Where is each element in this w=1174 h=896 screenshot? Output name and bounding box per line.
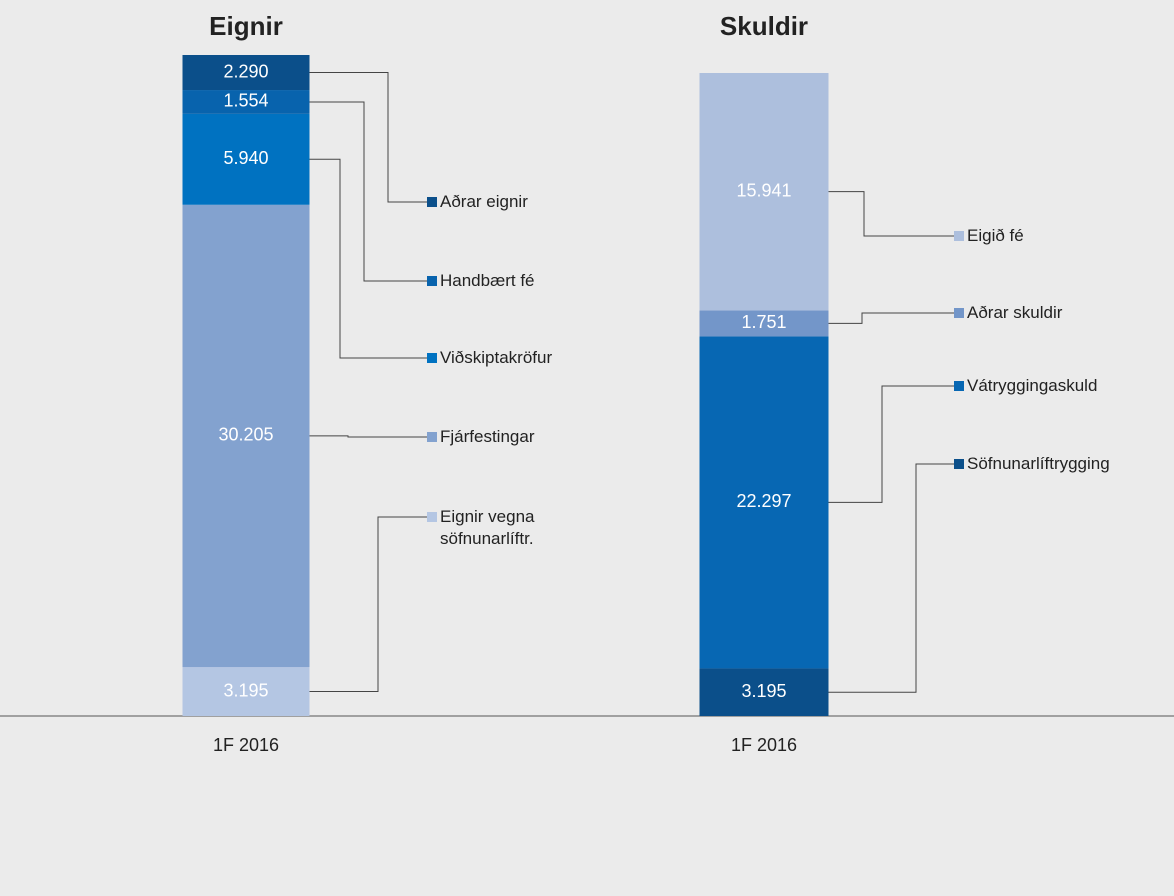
chart-title: Skuldir [720, 11, 808, 41]
legend-swatch [954, 381, 964, 391]
bar-segment [182, 113, 310, 205]
leader-line [828, 463, 955, 693]
legend-item: Viðskiptakröfur [440, 348, 553, 367]
legend-item: Eigið fé [967, 226, 1024, 245]
legend-item: Vátryggingaskuld [967, 376, 1098, 395]
legend-item: Handbært fé [440, 271, 535, 290]
legend-swatch [427, 276, 437, 286]
legend-item: Fjárfestingar [440, 427, 535, 446]
bar-segment [182, 55, 310, 91]
legend-item: Söfnunarlíftrygging [967, 454, 1110, 473]
leader-line [828, 191, 955, 237]
data-label: 2.290 [223, 61, 268, 81]
legend-label: Eigið fé [967, 226, 1024, 245]
x-tick-label: 1F 2016 [213, 735, 279, 755]
x-tick-label: 1F 2016 [731, 735, 797, 755]
data-label: 3.195 [223, 680, 268, 700]
data-label: 1.554 [223, 91, 268, 111]
legend-label: Vátryggingaskuld [967, 376, 1098, 395]
legend-label: Aðrar skuldir [967, 303, 1063, 322]
leader-line [828, 312, 955, 324]
legend-swatch [427, 353, 437, 363]
legend-swatch [427, 197, 437, 207]
legend-swatch [954, 231, 964, 241]
bar-segment [182, 90, 310, 114]
bar-segment [699, 336, 829, 669]
legend-swatch [954, 459, 964, 469]
legend-item: Aðrar skuldir [967, 303, 1063, 322]
leader-line [309, 101, 428, 282]
data-label: 3.195 [741, 681, 786, 701]
bar-segment [182, 667, 310, 716]
leader-line [309, 158, 428, 359]
legend-label: Eignir vegna söfnunarlíftr. [440, 507, 535, 548]
legend-label: Viðskiptakröfur [440, 348, 553, 367]
legend-swatch [427, 512, 437, 522]
legend-label: Handbært fé [440, 271, 535, 290]
legend-label: Söfnunarlíftrygging [967, 454, 1110, 473]
bar-segment [699, 73, 829, 311]
data-label: 5.940 [223, 148, 268, 168]
legend-label: Fjárfestingar [440, 427, 535, 446]
data-label: 1.751 [741, 312, 786, 332]
data-label: 22.297 [736, 491, 791, 511]
legend-label: Aðrar eignir [440, 192, 528, 211]
bar-segment [699, 668, 829, 716]
leader-line [828, 385, 955, 503]
leader-line [309, 72, 428, 203]
bar-segment [182, 204, 310, 668]
leader-line [309, 516, 428, 693]
data-label: 15.941 [736, 180, 791, 200]
legend-swatch [954, 308, 964, 318]
bar-segment [699, 310, 829, 337]
legend-item: Eignir vegna söfnunarlíftr. [440, 507, 535, 548]
legend-item: Aðrar eignir [440, 192, 528, 211]
legend-swatch [427, 432, 437, 442]
leader-line [309, 435, 428, 438]
data-label: 30.205 [218, 425, 273, 445]
chart-title: Eignir [209, 11, 283, 41]
